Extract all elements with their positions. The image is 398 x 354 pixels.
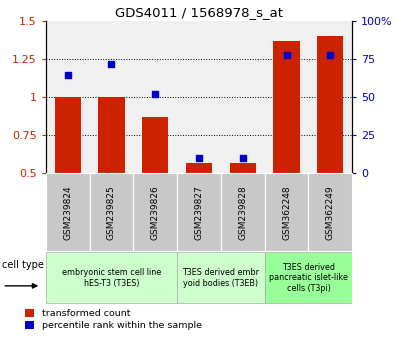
Bar <box>273 41 300 173</box>
Bar <box>308 173 352 251</box>
Bar <box>265 252 352 303</box>
Point <box>196 155 202 161</box>
Bar <box>46 173 90 251</box>
Text: GSM239827: GSM239827 <box>195 185 203 240</box>
Bar <box>46 252 177 303</box>
Point <box>108 61 115 67</box>
Bar <box>133 173 177 251</box>
Text: GSM239828: GSM239828 <box>238 185 247 240</box>
Bar <box>221 173 265 251</box>
Point <box>327 52 334 58</box>
Bar <box>186 163 212 173</box>
Text: embryonic stem cell line
hES-T3 (T3ES): embryonic stem cell line hES-T3 (T3ES) <box>62 268 161 287</box>
Text: T3ES derived
pancreatic islet-like
cells (T3pi): T3ES derived pancreatic islet-like cells… <box>269 263 348 293</box>
Bar <box>177 252 265 303</box>
Point <box>152 91 158 97</box>
Text: GSM362249: GSM362249 <box>326 185 335 240</box>
Point <box>240 155 246 161</box>
Bar <box>317 36 343 173</box>
Text: GSM239825: GSM239825 <box>107 185 116 240</box>
Bar <box>90 173 133 251</box>
Legend: transformed count, percentile rank within the sample: transformed count, percentile rank withi… <box>25 309 202 330</box>
Bar <box>55 97 81 173</box>
Text: T3ES derived embr
yoid bodies (T3EB): T3ES derived embr yoid bodies (T3EB) <box>182 268 259 287</box>
Title: GDS4011 / 1568978_s_at: GDS4011 / 1568978_s_at <box>115 6 283 19</box>
Bar <box>230 163 256 173</box>
Bar <box>177 173 221 251</box>
Point <box>64 72 71 78</box>
Text: cell type: cell type <box>2 259 44 270</box>
Text: GSM362248: GSM362248 <box>282 185 291 240</box>
Text: GSM239824: GSM239824 <box>63 185 72 240</box>
Text: GSM239826: GSM239826 <box>151 185 160 240</box>
Point <box>283 52 290 58</box>
Bar <box>98 97 125 173</box>
Bar <box>265 173 308 251</box>
Bar <box>142 117 168 173</box>
